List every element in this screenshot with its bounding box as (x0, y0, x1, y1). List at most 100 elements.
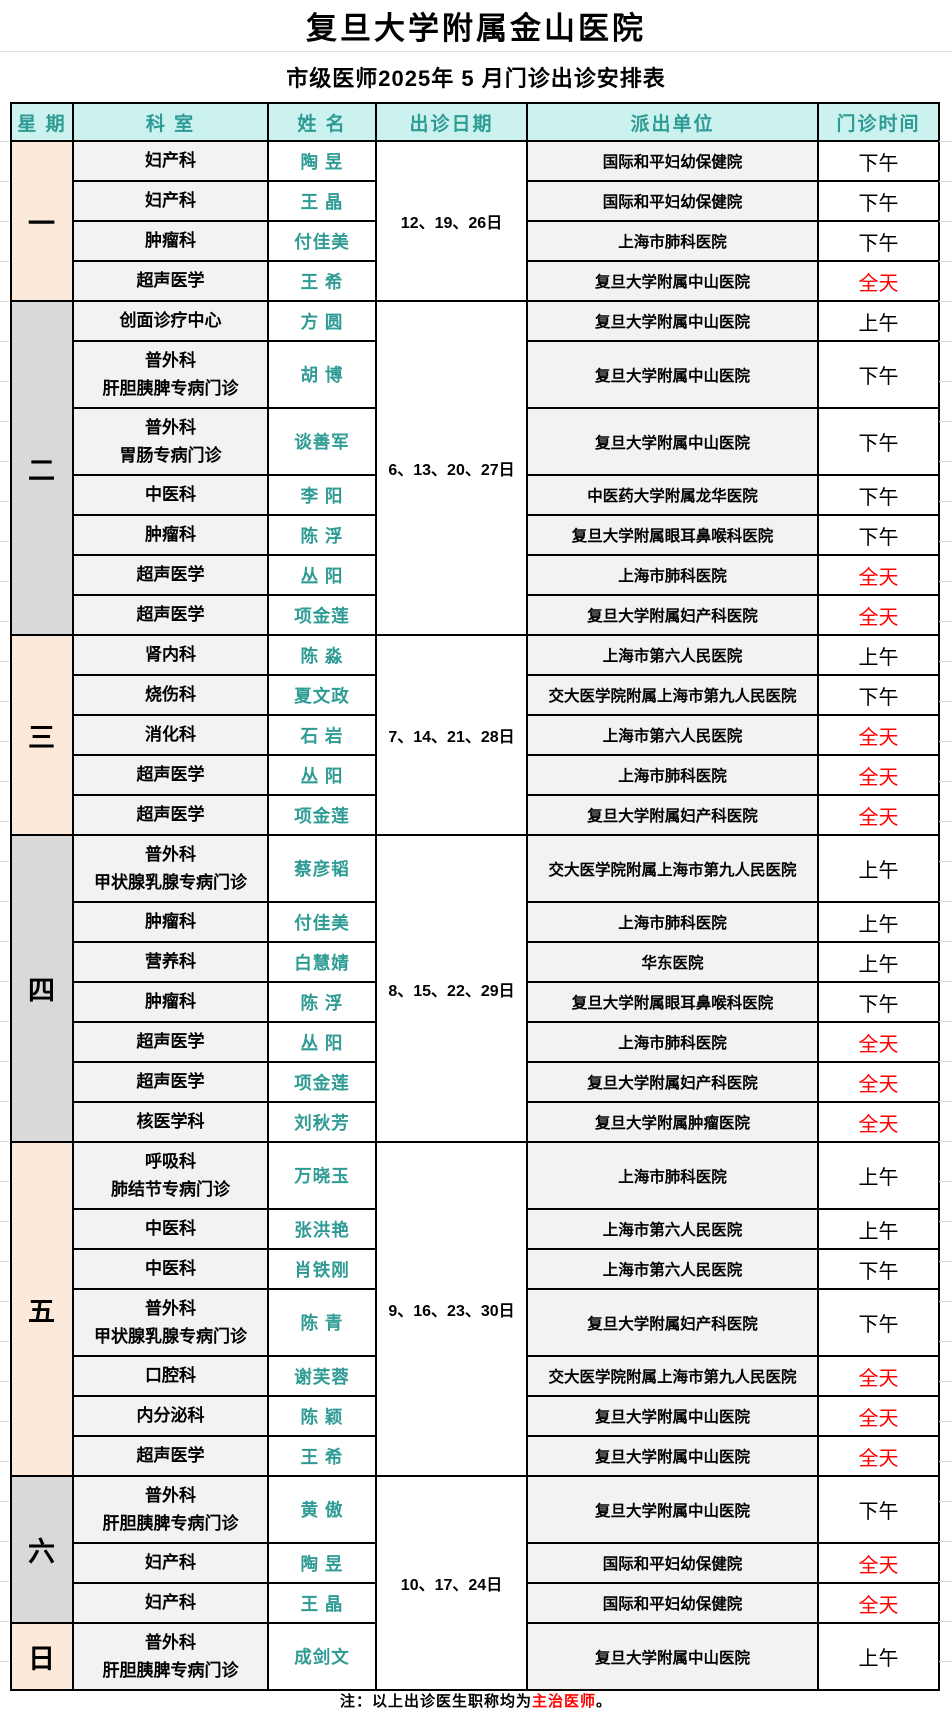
name-cell: 石 岩 (269, 716, 377, 756)
dept-line: 妇产科 (145, 1553, 196, 1573)
column-header-dispatch-unit: 派出单位 (528, 104, 819, 142)
unit-cell: 上海市肺科医院 (528, 756, 819, 796)
dept-line: 肝胆胰脾专病门诊 (102, 1513, 239, 1533)
dept-line: 超声医学 (136, 765, 205, 785)
time-cell: 全天 (819, 1397, 940, 1437)
dept-line: 普外科 (145, 1299, 196, 1319)
time-cell: 下午 (819, 676, 940, 716)
dept-line: 超声医学 (136, 1032, 205, 1052)
unit-cell: 国际和平妇幼保健院 (528, 1544, 819, 1584)
date-cell: 12、19、26日 (377, 142, 528, 302)
dept-cell: 超声医学 (74, 1023, 269, 1063)
dept-line: 妇产科 (145, 1593, 196, 1613)
dept-cell: 肿瘤科 (74, 222, 269, 262)
schedule-grid: 星 期 科 室 姓 名 出诊日期 派出单位 门诊时间 一 12、19、26日 妇产科… (10, 102, 940, 1691)
dept-cell: 妇产科 (74, 1544, 269, 1584)
dept-cell: 超声医学 (74, 262, 269, 302)
time-cell: 下午 (819, 1290, 940, 1357)
dept-line: 中医科 (145, 485, 196, 505)
time-cell: 全天 (819, 1584, 940, 1624)
unit-cell: 上海市第六人民医院 (528, 636, 819, 676)
time-cell: 下午 (819, 142, 940, 182)
dept-line: 普外科 (145, 351, 196, 371)
unit-cell: 复旦大学附属中山医院 (528, 1477, 819, 1544)
unit-cell: 复旦大学附属妇产科医院 (528, 1290, 819, 1357)
unit-cell: 复旦大学附属中山医院 (528, 302, 819, 342)
dept-line: 肝胆胰脾专病门诊 (102, 378, 239, 398)
dept-line: 烧伤科 (145, 685, 196, 705)
name-cell: 陈 淼 (269, 636, 377, 676)
name-cell: 张洪艳 (269, 1210, 377, 1250)
dept-cell: 超声医学 (74, 796, 269, 836)
unit-cell: 国际和平妇幼保健院 (528, 1584, 819, 1624)
name-cell: 王 晶 (269, 1584, 377, 1624)
dept-line: 内分泌科 (136, 1406, 205, 1426)
unit-cell: 上海市肺科医院 (528, 1143, 819, 1210)
unit-cell: 复旦大学附属妇产科医院 (528, 596, 819, 636)
dept-cell: 超声医学 (74, 756, 269, 796)
name-cell: 谢芙蓉 (269, 1357, 377, 1397)
dept-line: 普外科 (145, 1486, 196, 1506)
unit-cell: 复旦大学附属中山医院 (528, 1624, 819, 1691)
ghost-gridlines-right (939, 102, 952, 1690)
dept-line: 普外科 (145, 845, 196, 865)
name-cell: 陈 颖 (269, 1397, 377, 1437)
time-cell: 全天 (819, 756, 940, 796)
dept-cell: 口腔科 (74, 1357, 269, 1397)
unit-cell: 复旦大学附属眼耳鼻喉科医院 (528, 516, 819, 556)
name-cell: 付佳美 (269, 222, 377, 262)
unit-cell: 上海市第六人民医院 (528, 1250, 819, 1290)
column-header-visit-dates: 出诊日期 (377, 104, 528, 142)
dept-cell: 肿瘤科 (74, 903, 269, 943)
dept-line: 妇产科 (145, 191, 196, 211)
dept-line: 肿瘤科 (145, 231, 196, 251)
unit-cell: 国际和平妇幼保健院 (528, 142, 819, 182)
unit-cell: 复旦大学附属妇产科医院 (528, 796, 819, 836)
unit-cell: 复旦大学附属中山医院 (528, 262, 819, 302)
dept-cell: 消化科 (74, 716, 269, 756)
dept-line: 肺结节专病门诊 (111, 1179, 230, 1199)
name-cell: 丛 阳 (269, 1023, 377, 1063)
time-cell: 全天 (819, 716, 940, 756)
time-cell: 全天 (819, 596, 940, 636)
dept-cell: 妇产科 (74, 1584, 269, 1624)
date-cell: 6、13、20、27日 (377, 302, 528, 636)
name-cell: 谈善军 (269, 409, 377, 476)
column-header-department: 科 室 (74, 104, 269, 142)
footer-note-suffix: 。 (596, 1693, 613, 1710)
date-cell: 7、14、21、28日 (377, 636, 528, 836)
dept-line: 超声医学 (136, 271, 205, 291)
unit-cell: 交大医学院附属上海市第九人民医院 (528, 836, 819, 903)
name-cell: 王 晶 (269, 182, 377, 222)
dept-line: 妇产科 (145, 151, 196, 171)
dept-cell: 内分泌科 (74, 1397, 269, 1437)
unit-cell: 交大医学院附属上海市第九人民医院 (528, 676, 819, 716)
time-cell: 上午 (819, 943, 940, 983)
unit-cell: 复旦大学附属中山医院 (528, 342, 819, 409)
name-cell: 方 圆 (269, 302, 377, 342)
unit-cell: 国际和平妇幼保健院 (528, 182, 819, 222)
dept-cell: 普外科肝胆胰脾专病门诊 (74, 1477, 269, 1544)
page-title: 复旦大学附属金山医院 (0, 0, 952, 52)
dept-line: 肿瘤科 (145, 912, 196, 932)
day-cell: 四 (12, 836, 74, 1143)
name-cell: 李 阳 (269, 476, 377, 516)
dept-cell: 创面诊疗中心 (74, 302, 269, 342)
dept-line: 核医学科 (136, 1112, 205, 1132)
dept-cell: 普外科 甲状腺乳腺专病门诊 (74, 1290, 269, 1357)
footer-note-prefix: 注：以上出诊医生职称均为 (339, 1693, 532, 1710)
time-cell: 下午 (819, 222, 940, 262)
dept-cell: 肿瘤科 (74, 516, 269, 556)
name-cell: 丛 阳 (269, 556, 377, 596)
name-cell: 项金莲 (269, 1063, 377, 1103)
dept-cell: 普外科肝胆胰脾专病门诊 (74, 342, 269, 409)
name-cell: 项金莲 (269, 596, 377, 636)
name-cell: 万晓玉 (269, 1143, 377, 1210)
name-cell: 陈 浮 (269, 516, 377, 556)
name-cell: 王 希 (269, 1437, 377, 1477)
unit-cell: 华东医院 (528, 943, 819, 983)
dept-cell: 营养科 (74, 943, 269, 983)
dept-cell: 超声医学 (74, 1063, 269, 1103)
name-cell: 肖铁刚 (269, 1250, 377, 1290)
dept-cell: 超声医学 (74, 1437, 269, 1477)
